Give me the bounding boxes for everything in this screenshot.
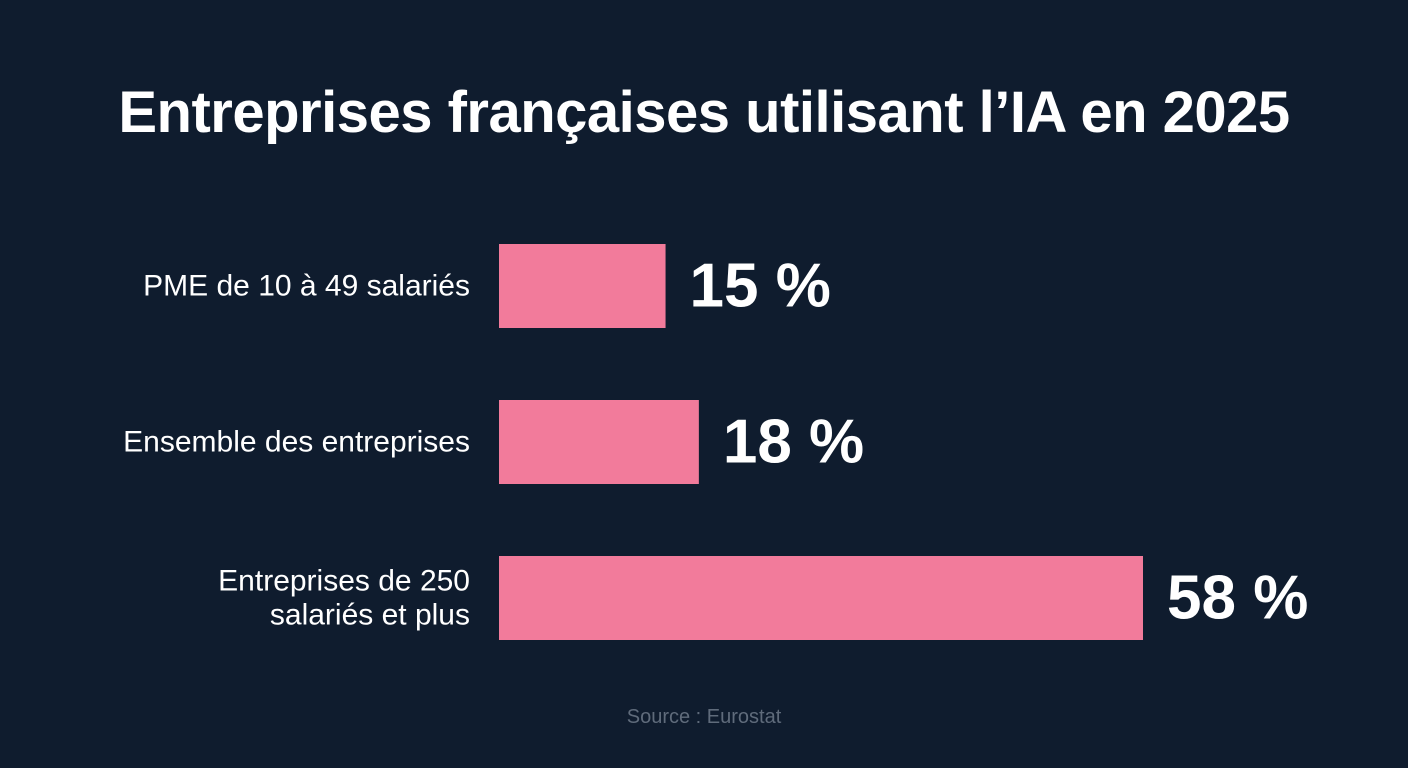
source-note: Source : Eurostat [626, 706, 782, 728]
bar-3 [499, 556, 1143, 640]
chart-title: Entreprises françaises utilisant l’IA en… [118, 80, 1290, 145]
category-label-3-line-1: Entreprises de 250 [218, 565, 470, 598]
value-label-2: 18 % [723, 408, 864, 477]
value-label-1: 15 % [690, 252, 831, 321]
bar-2 [499, 400, 699, 484]
bar-1 [499, 244, 666, 328]
value-label-3: 58 % [1167, 564, 1308, 633]
category-label-3-line-2: salariés et plus [270, 599, 470, 632]
category-label-2: Ensemble des entreprises [123, 426, 470, 459]
category-label-1: PME de 10 à 49 salariés [143, 270, 470, 303]
